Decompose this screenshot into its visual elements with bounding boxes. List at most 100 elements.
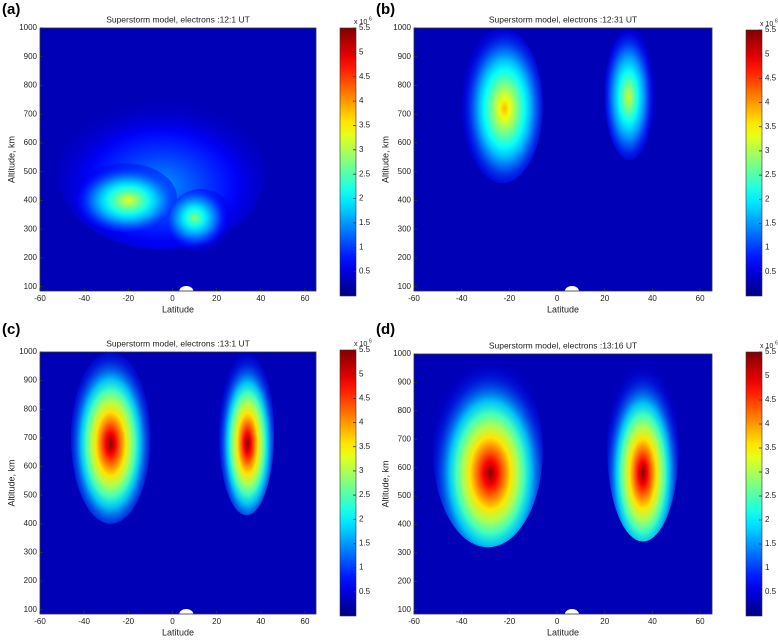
colorbar bbox=[339, 27, 357, 297]
y-tick-label: 800 bbox=[398, 81, 412, 90]
panel-title: Superstorm model, electrons :12:1 UT bbox=[106, 14, 250, 24]
x-tick-label: 60 bbox=[696, 617, 705, 626]
colorbar-tick-label: 5.5 bbox=[765, 25, 777, 34]
colorbar-tick-label: 5 bbox=[765, 371, 770, 380]
x-tick-label: 60 bbox=[301, 617, 310, 626]
colorbar-tick-label: 2 bbox=[765, 194, 770, 203]
y-axis-label: Altitude, km bbox=[6, 459, 16, 506]
colorbar-tick-label: 5 bbox=[359, 47, 364, 56]
y-tick-label: 600 bbox=[24, 138, 38, 147]
colorbar-tick-label: 1 bbox=[359, 563, 364, 572]
y-tick-label: 1000 bbox=[393, 349, 411, 358]
colorbar-label: x 10 bbox=[760, 343, 773, 350]
colorbar-tick-label: 5.5 bbox=[359, 23, 371, 32]
x-tick-label: -40 bbox=[78, 294, 90, 303]
colorbar-tick-label: 0.5 bbox=[765, 587, 777, 596]
colorbar-tick-label: 2.5 bbox=[359, 490, 371, 499]
colorbar-tick-label: 1 bbox=[359, 242, 364, 251]
colorbar-exponent: 6 bbox=[369, 338, 372, 344]
x-tick-label: 0 bbox=[170, 617, 175, 626]
panel-title: Superstorm model, electrons :12:31 UT bbox=[489, 14, 637, 24]
y-axis-label: Altitude, km bbox=[380, 460, 390, 507]
x-tick-label: -60 bbox=[34, 294, 46, 303]
x-tick-label: -20 bbox=[504, 294, 516, 303]
y-tick-label: 900 bbox=[24, 52, 38, 61]
x-tick-label: -40 bbox=[456, 294, 468, 303]
colorbar-tick-label: 1.5 bbox=[765, 219, 777, 228]
x-tick-label: -20 bbox=[123, 617, 135, 626]
colorbar-tick-label: 2 bbox=[359, 514, 364, 523]
x-tick-label: 40 bbox=[256, 617, 265, 626]
density-peak bbox=[607, 354, 679, 542]
colorbar-tick-label: 3 bbox=[765, 467, 770, 476]
colorbar-tick-label: 3.5 bbox=[359, 121, 371, 130]
plot-frame bbox=[413, 27, 713, 292]
colorbar-tick-label: 0.5 bbox=[359, 587, 371, 596]
density-peak bbox=[461, 28, 543, 184]
x-tick-label: 0 bbox=[555, 294, 560, 303]
y-axis-label: Altitude, km bbox=[380, 136, 390, 183]
colorbar-tick-label: 4.5 bbox=[765, 395, 777, 404]
colorbar-tick-label: 4 bbox=[765, 419, 770, 428]
x-tick-label: -60 bbox=[408, 617, 420, 626]
colorbar-tick-label: 2 bbox=[359, 194, 364, 203]
y-tick-label: 900 bbox=[398, 52, 412, 61]
y-tick-label: 300 bbox=[398, 224, 412, 233]
panel: (a) Superstorm model, electrons :12:1 UT -… bbox=[2, 1, 372, 314]
y-tick-label: 600 bbox=[398, 463, 412, 472]
panel-title: Superstorm model, electrons :13:16 UT bbox=[489, 340, 637, 350]
colorbar bbox=[745, 351, 763, 617]
x-tick-label: -20 bbox=[123, 294, 135, 303]
x-axis-label: Latitude bbox=[547, 304, 579, 314]
y-tick-label: 200 bbox=[398, 576, 412, 585]
colorbar-tick-label: 3.5 bbox=[765, 443, 777, 452]
y-tick-label: 500 bbox=[398, 491, 412, 500]
plot-frame bbox=[39, 351, 317, 615]
colorbar-tick-label: 2.5 bbox=[765, 491, 777, 500]
panel: (d) Superstorm model, electrons :13:16 UT… bbox=[376, 321, 778, 637]
ground-bump bbox=[179, 286, 194, 291]
y-tick-label: 200 bbox=[398, 253, 412, 262]
x-tick-label: 0 bbox=[170, 294, 175, 303]
heatmap-area bbox=[40, 352, 316, 614]
x-tick-label: 20 bbox=[212, 617, 221, 626]
y-tick-label: 500 bbox=[24, 490, 38, 499]
x-tick-label: 20 bbox=[212, 294, 221, 303]
panel-label: (a) bbox=[2, 1, 20, 18]
y-tick-label: 500 bbox=[398, 167, 412, 176]
colorbar-tick-label: 2.5 bbox=[359, 169, 371, 178]
y-tick-label: 500 bbox=[24, 167, 38, 176]
panel: (c) Superstorm model, electrons :13:1 UT -… bbox=[2, 321, 372, 637]
x-tick-label: 40 bbox=[648, 294, 657, 303]
colorbar-tick-label: 3 bbox=[359, 145, 364, 154]
y-tick-label: 1000 bbox=[19, 347, 37, 356]
colorbar-tick-label: 3.5 bbox=[359, 442, 371, 451]
x-axis-label: Latitude bbox=[547, 627, 579, 637]
x-tick-label: 40 bbox=[256, 294, 265, 303]
y-tick-label: 100 bbox=[398, 282, 412, 291]
y-tick-label: 400 bbox=[398, 196, 412, 205]
x-tick-label: -20 bbox=[504, 617, 516, 626]
colorbar-tick-label: 4.5 bbox=[359, 393, 371, 402]
colorbar-tick-label: 3 bbox=[359, 466, 364, 475]
x-tick-label: 60 bbox=[301, 294, 310, 303]
density-peak bbox=[70, 352, 151, 524]
colorbar-tick-label: 1.5 bbox=[359, 218, 371, 227]
colorbar-tick-label: 1.5 bbox=[359, 539, 371, 548]
colorbar-tick-label: 2.5 bbox=[765, 170, 777, 179]
x-axis-label: Latitude bbox=[162, 304, 194, 314]
density-peak bbox=[433, 354, 543, 548]
heatmap-background bbox=[414, 28, 712, 291]
colorbar-tick-label: 4 bbox=[359, 96, 364, 105]
ground-bump bbox=[564, 609, 579, 614]
x-tick-label: -60 bbox=[34, 617, 46, 626]
colorbar-tick-label: 5 bbox=[765, 49, 770, 58]
y-tick-label: 800 bbox=[398, 406, 412, 415]
heatmap-area bbox=[414, 28, 712, 291]
y-tick-label: 600 bbox=[24, 462, 38, 471]
panel-label: (c) bbox=[2, 321, 20, 338]
colorbar-tick-label: 0.5 bbox=[359, 267, 371, 276]
colorbar-tick-label: 4.5 bbox=[765, 73, 777, 82]
colorbar-tick-label: 4 bbox=[359, 418, 364, 427]
colorbar-exponent: 6 bbox=[369, 16, 372, 22]
